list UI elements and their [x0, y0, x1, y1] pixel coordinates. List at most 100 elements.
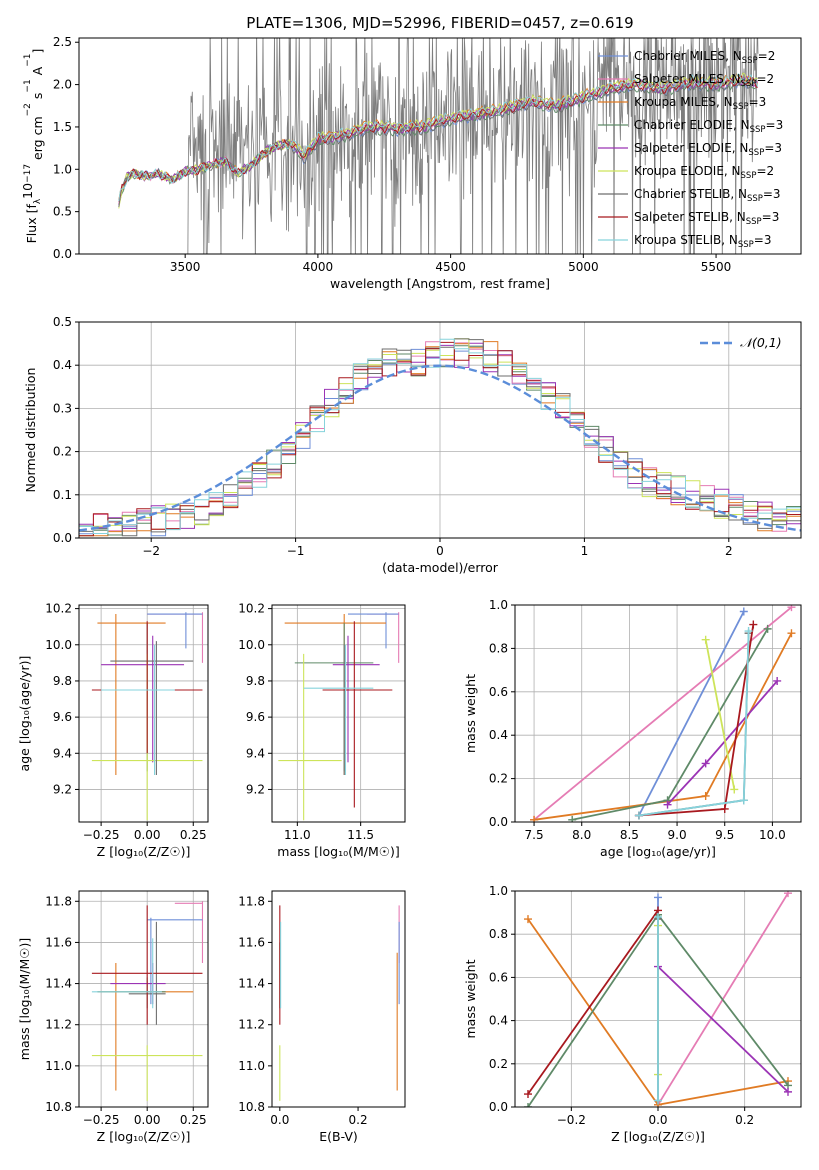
weight-marker-salpeter-stelib: [524, 1090, 532, 1099]
y-tick-label: 0.6: [489, 685, 508, 699]
y-axis-label: mass weight: [463, 674, 478, 753]
plot-area: [91, 901, 204, 1101]
y-tick-label: 10.0: [45, 638, 72, 652]
legend-label-salpeter-stelib: Salpeter STELIB, NSSP=3: [634, 210, 779, 227]
legend-label-salpeter-elodie: Salpeter ELODIE, NSSP=3: [634, 141, 782, 158]
x-tick-label: 0: [436, 544, 444, 558]
y-axis-label: mass [log₁₀(M/M☉)]: [17, 938, 32, 1060]
y-tick-label: 1.0: [489, 884, 508, 898]
y-tick-label: 0.3: [53, 401, 72, 415]
legend-label-chabrier-stelib: Chabrier STELIB, NSSP=3: [634, 187, 781, 204]
x-tick-label: −2: [142, 544, 160, 558]
weight-line-chabrier-miles: [638, 611, 745, 816]
y-tick-label: 0.1: [53, 488, 72, 502]
x-tick-label: 8.5: [620, 828, 639, 842]
weight-marker-chabrier-miles: [739, 607, 748, 616]
figure-title: PLATE=1306, MJD=52996, FIBERID=0457, z=0…: [246, 14, 633, 32]
weight-line-kroupa-stelib: [638, 630, 750, 817]
panel-mass-vs-EBV: 0.0 0.2 10.8 11.0 11.2 11.4 11.6 11.8 E(B-V): [238, 890, 406, 1144]
normal-curve: [79, 364, 801, 532]
legend-label-chabrier-elodie: Chabrier ELODIE, NSSP=3: [634, 118, 783, 135]
y-tick-label: 11.8: [45, 894, 72, 908]
panel-weight-vs-age: 7.5 8.0 8.5 9.0 9.5 10.0 0.0 0.2 0.4 0.6 0.8 1.0 age…: [463, 598, 802, 859]
weight-marker-kroupa-miles: [701, 791, 710, 800]
x-tick-label: −0.2: [557, 1113, 586, 1127]
y-axis-label: mass weight: [463, 959, 478, 1038]
legend-label-salpeter-miles: Salpeter MILES, NSSP=2: [634, 72, 774, 89]
y-tick-label: 2.5: [53, 35, 72, 49]
model-line-chabrier-elodie: [118, 78, 758, 200]
x-tick-label: 0.0: [270, 1113, 289, 1127]
x-tick-label: 8.0: [572, 828, 591, 842]
weight-marker-salpeter-elodie: [784, 1087, 792, 1096]
x-tick-label: 3500: [170, 260, 201, 274]
weight-marker-kroupa-stelib: [739, 796, 748, 805]
weight-marker-kroupa-stelib: [744, 627, 753, 636]
y-tick-label: 11.6: [238, 935, 265, 949]
y-axis-label: Normed distribution: [23, 368, 38, 493]
legend-label-normal: 𝒩(0,1): [740, 335, 782, 350]
x-tick-label: −0.25: [83, 1113, 120, 1127]
y-tick-label: 11.2: [45, 1018, 72, 1032]
plot-area: [524, 891, 792, 1107]
x-tick-label: 1: [581, 544, 589, 558]
weight-marker-chabrier-elodie: [763, 624, 772, 633]
observed-spectrum-line: [187, 38, 759, 254]
y-tick-label: 11.0: [45, 1059, 72, 1073]
axes-frame: [271, 890, 406, 1108]
y-tick-label: 0.2: [489, 772, 508, 786]
x-tick-label: 0.00: [134, 1113, 161, 1127]
histogram-kroupa-stelib: [79, 338, 801, 534]
plot-area: [118, 38, 759, 254]
legend-label-kroupa-miles: Kroupa MILES, NSSP=3: [634, 95, 766, 112]
x-tick-label: 10.0: [759, 828, 786, 842]
x-tick-label: 4500: [435, 260, 466, 274]
y-tick-label: 0.0: [53, 531, 72, 545]
weight-marker-salpeter-elodie: [773, 676, 782, 685]
y-tick-label: 9.4: [53, 746, 72, 760]
y-tick-label: 9.6: [53, 710, 72, 724]
x-tick-label: 9.5: [715, 828, 734, 842]
y-tick-label: 11.4: [238, 977, 265, 991]
legend-label-chabrier-miles: Chabrier MILES, NSSP=2: [634, 49, 775, 66]
weight-line-kroupa-elodie: [704, 639, 736, 790]
panel-age-vs-Z: −0.25 0.00 0.25 9.2 9.4 9.6 9.8 10.0 10.2 Z [log₁…: [17, 602, 209, 859]
x-tick-label: 11.0: [284, 828, 311, 842]
panel-spectrum: 3500 4000 4500 5000 5500 0.0 0.5 1.0 1.5 2.0 2.5 wa…: [20, 35, 802, 291]
x-tick-label: 0.2: [349, 1113, 368, 1127]
y-tick-label: 10.2: [45, 602, 72, 616]
weight-marker-kroupa-miles: [530, 815, 539, 822]
x-axis-label: E(B-V): [319, 1129, 358, 1144]
weight-marker-kroupa-stelib: [654, 1096, 662, 1105]
axes-frame: [78, 604, 209, 823]
plot-area: [530, 605, 796, 822]
y-tick-label: 9.6: [246, 710, 265, 724]
x-axis-label: Z [log₁₀(Z/Z☉)]: [611, 1129, 705, 1144]
y-tick-label: 9.4: [246, 746, 265, 760]
weight-line-chabrier-stelib: [638, 633, 750, 817]
x-axis-label: Z [log₁₀(Z/Z☉)]: [97, 1129, 191, 1144]
model-line-kroupa-elodie: [118, 72, 758, 209]
weight-marker-kroupa-stelib: [634, 811, 643, 820]
weight-marker-kroupa-elodie: [701, 635, 710, 644]
y-tick-label: 11.8: [238, 894, 265, 908]
y-axis-label: Flux [fλ10−17 erg cm−2 s−1 A−1]: [20, 49, 45, 244]
x-tick-label: 0.25: [180, 828, 207, 842]
weight-marker-salpeter-miles: [784, 891, 792, 898]
legend-label-kroupa-elodie: Kroupa ELODIE, NSSP=2: [634, 164, 774, 181]
y-tick-label: 0.2: [53, 445, 72, 459]
plot-area: [79, 338, 801, 537]
weight-marker-salpeter-miles: [787, 605, 796, 612]
y-tick-label: 10.2: [238, 602, 265, 616]
y-tick-label: 1.0: [489, 598, 508, 612]
y-tick-label: 11.0: [238, 1059, 265, 1073]
y-tick-label: 0.8: [489, 641, 508, 655]
y-tick-label: 0.5: [53, 315, 72, 329]
x-tick-label: 5000: [568, 260, 599, 274]
weight-marker-kroupa-miles: [787, 629, 796, 638]
weight-line-salpeter-elodie: [657, 965, 789, 1093]
x-axis-label: wavelength [Angstrom, rest frame]: [330, 276, 550, 291]
y-tick-label: 1.5: [53, 120, 72, 134]
model-line-kroupa-stelib: [118, 73, 758, 202]
